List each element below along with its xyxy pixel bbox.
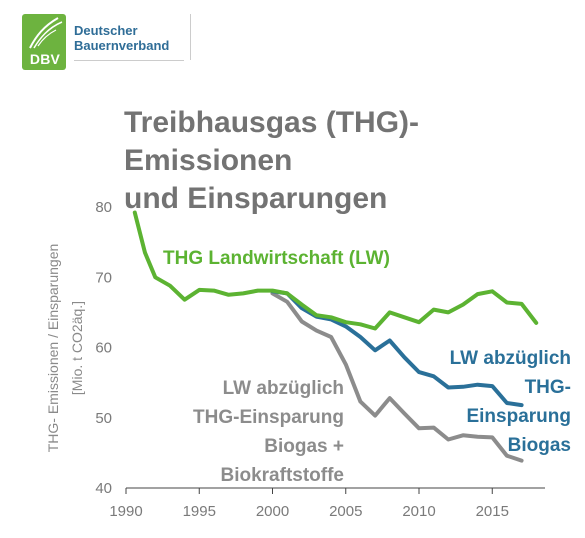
series-label-blue-line1: LW abzüglich bbox=[450, 348, 571, 369]
y-tick-label: 70 bbox=[95, 269, 112, 286]
chart-title-line2: und Einsparungen bbox=[124, 182, 388, 215]
x-tick-label: 1990 bbox=[109, 503, 142, 520]
chart-title-line1: Treibhausgas (THG)-Emissionen bbox=[124, 106, 420, 177]
logo-name-line1: Deutscher bbox=[74, 23, 138, 38]
series-label-gray-line4: Biokraftstoffe bbox=[220, 465, 344, 486]
x-tick-label: 2010 bbox=[402, 503, 435, 520]
y-axis-title-line2: [Mio. t CO2äq.] bbox=[69, 301, 85, 395]
dbv-logo: DBV Deutscher Bauernverband bbox=[22, 14, 191, 72]
dbv-logo-mark: DBV bbox=[22, 14, 66, 70]
logo-divider bbox=[74, 60, 184, 61]
series-line-landwirtschaft bbox=[132, 210, 539, 331]
x-tick-label: 2000 bbox=[256, 503, 289, 520]
logo-name: Deutscher Bauernverband bbox=[74, 23, 169, 53]
series-label-blue-line2: THG- bbox=[525, 377, 571, 398]
y-tick-label: 60 bbox=[95, 340, 112, 357]
y-axis-title: THG- Emissionen / Einsparungen [Mio. t C… bbox=[45, 244, 85, 453]
series-label-blue: LW abzüglich THG- Einsparung Biogas bbox=[450, 348, 571, 456]
y-axis-title-line1: THG- Emissionen / Einsparungen bbox=[45, 244, 61, 453]
chart-title: Treibhausgas (THG)-Emissionen und Einspa… bbox=[124, 104, 574, 218]
logo-divider-vertical bbox=[190, 14, 191, 60]
y-tick-label: 40 bbox=[95, 480, 112, 497]
x-tick-label: 1995 bbox=[183, 503, 216, 520]
series-line-biogas-biokraftstoffe bbox=[270, 291, 524, 463]
x-tick-label: 2005 bbox=[329, 503, 362, 520]
series-layer bbox=[132, 210, 539, 463]
logo-abbreviation: DBV bbox=[29, 51, 61, 67]
series-label-gray: LW abzüglich THG-Einsparung Biogas + Bio… bbox=[193, 378, 344, 486]
y-tick-label: 50 bbox=[95, 410, 112, 427]
series-label-gray-line1: LW abzüglich bbox=[223, 378, 344, 399]
logo-name-line2: Bauernverband bbox=[74, 38, 170, 53]
series-label-gray-line3: Biogas + bbox=[264, 436, 344, 457]
series-label-green: THG Landwirtschaft (LW) bbox=[163, 248, 390, 269]
series-label-blue-line4: Biogas bbox=[508, 435, 571, 456]
wheat-icon bbox=[29, 17, 63, 49]
series-label-blue-line3: Einsparung bbox=[466, 406, 571, 427]
series-label-gray-line2: THG-Einsparung bbox=[193, 407, 344, 428]
x-axis-ticks: 1990 1995 2000 2005 2010 2015 bbox=[109, 488, 509, 520]
x-tick-label: 2015 bbox=[476, 503, 509, 520]
y-tick-label: 80 bbox=[95, 199, 112, 216]
y-axis-ticks: 40 50 60 70 80 bbox=[95, 199, 112, 497]
